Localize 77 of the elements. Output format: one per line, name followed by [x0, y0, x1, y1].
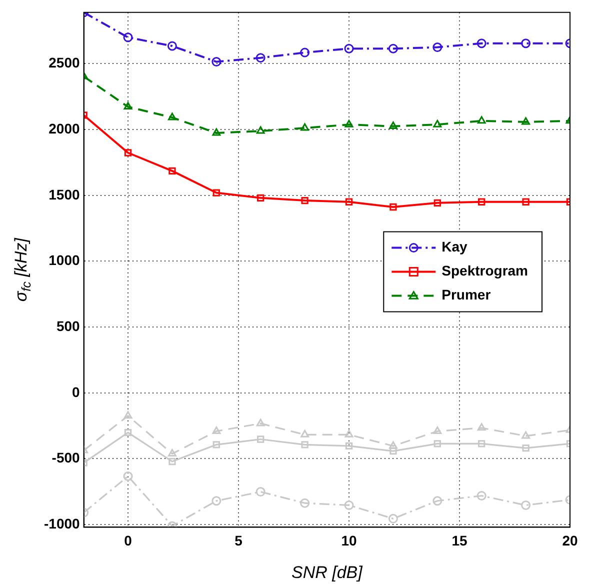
point: [477, 423, 486, 431]
y-tick-label: 1000: [48, 252, 80, 268]
point: [388, 122, 398, 130]
point: [522, 444, 530, 452]
point: [476, 38, 486, 48]
point: [256, 126, 265, 134]
point: [168, 112, 176, 120]
y-axis-title: σfc [kHz]: [12, 236, 34, 302]
y-tick-label: 0: [72, 384, 80, 400]
point: [388, 441, 398, 449]
point: [256, 418, 265, 426]
y-tick-label: -1000: [44, 515, 80, 532]
y-tick-label: 500: [56, 318, 80, 334]
point: [522, 198, 530, 206]
point: [300, 48, 310, 58]
point: [168, 458, 176, 466]
point: [212, 128, 221, 136]
point: [388, 514, 398, 524]
point: [345, 442, 353, 450]
point: [478, 198, 486, 206]
x-tick-label: 15: [452, 532, 468, 548]
point: [124, 102, 132, 110]
point: [434, 440, 441, 448]
point: [123, 471, 133, 481]
point: [124, 149, 132, 156]
point: [521, 500, 531, 510]
point: [344, 430, 354, 438]
point: [390, 448, 397, 455]
point: [522, 431, 530, 439]
point: [124, 411, 132, 419]
point: [300, 430, 310, 438]
point: [212, 496, 222, 506]
point: [521, 38, 531, 48]
x-tick-label: 5: [234, 532, 243, 548]
point: [212, 57, 222, 67]
y-tick-label: 1500: [48, 186, 80, 202]
point: [124, 428, 132, 436]
point: [123, 32, 133, 42]
legend-label: Kay: [442, 238, 468, 255]
legend-label: Prumer: [442, 286, 492, 303]
point: [256, 487, 266, 497]
point: [433, 426, 442, 434]
legend-label: Spektrogram: [442, 262, 528, 279]
point: [301, 441, 308, 448]
x-tick-label: 20: [562, 532, 578, 548]
point: [390, 203, 397, 211]
point: [388, 44, 398, 54]
point: [212, 189, 220, 196]
y-tick-label: -500: [52, 450, 80, 466]
x-axis-title: SNR [dB]: [291, 562, 364, 582]
x-tick-label: 10: [341, 532, 357, 548]
point: [345, 198, 353, 206]
point: [257, 436, 264, 443]
point: [300, 498, 310, 508]
point: [433, 120, 442, 128]
point: [168, 167, 176, 174]
point: [344, 44, 354, 54]
point: [432, 496, 442, 506]
point: [256, 53, 266, 63]
point: [300, 123, 310, 131]
point: [167, 41, 177, 51]
point: [522, 117, 530, 125]
point: [257, 194, 264, 202]
point: [477, 116, 486, 124]
x-tick-label: 0: [124, 532, 132, 548]
point: [432, 42, 442, 52]
point: [301, 196, 308, 204]
y-tick-label: 2500: [48, 54, 80, 71]
y-tick-label: 2000: [48, 120, 80, 136]
point: [212, 426, 221, 434]
point: [168, 448, 176, 456]
point: [212, 441, 220, 448]
point: [344, 120, 354, 128]
point: [476, 490, 486, 500]
point: [344, 500, 354, 510]
point: [434, 199, 441, 206]
point: [478, 440, 486, 448]
